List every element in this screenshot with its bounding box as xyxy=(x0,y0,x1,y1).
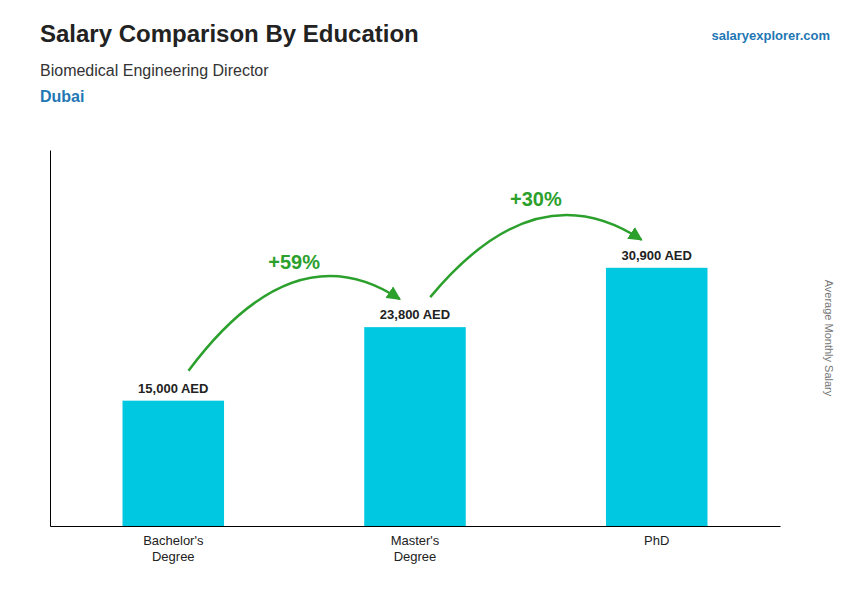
x-axis: Bachelor'sDegreeMaster'sDegreePhD xyxy=(51,526,781,564)
chart-container: Salary Comparison By Education Biomedical… xyxy=(0,0,850,606)
value-label: 15,000 AED xyxy=(138,381,208,396)
chart-svg: Salary Comparison By Education Biomedical… xyxy=(0,0,850,606)
subtitle: Biomedical Engineering Director xyxy=(40,62,269,79)
x-axis-line xyxy=(51,526,781,527)
x-tick-label: Master'sDegree xyxy=(391,533,440,564)
y-axis-line xyxy=(50,151,51,527)
x-tick-label: Bachelor'sDegree xyxy=(143,533,204,564)
x-tick-label-line: Degree xyxy=(394,549,437,564)
change-arrows: +59% +30% xyxy=(189,188,642,370)
title: Salary Comparison By Education xyxy=(40,20,419,47)
change-label: +30% xyxy=(510,188,562,210)
x-tick: PhD xyxy=(644,526,669,548)
x-tick-label-line: Master's xyxy=(391,533,440,548)
value-labels: 15,000 AED 23,800 AED 30,900 AED xyxy=(138,248,692,396)
change-arrow xyxy=(430,215,641,297)
x-tick-label: PhD xyxy=(644,533,669,548)
x-tick-label-line: Degree xyxy=(152,549,195,564)
bar xyxy=(123,401,225,526)
y-axis xyxy=(50,151,51,527)
value-label: 23,800 AED xyxy=(380,307,450,322)
city-label: Dubai xyxy=(40,88,84,105)
x-tick-label-line: PhD xyxy=(644,533,669,548)
bar xyxy=(606,268,708,526)
value-label: 30,900 AED xyxy=(622,248,692,263)
bar xyxy=(364,327,466,526)
x-tick: Master'sDegree xyxy=(391,526,440,564)
watermark: salaryexplorer.com xyxy=(711,28,830,43)
bars xyxy=(123,268,708,526)
x-tick: Bachelor'sDegree xyxy=(143,526,204,564)
change-arrow xyxy=(189,276,400,371)
y-axis-title: Average Monthly Salary xyxy=(823,280,835,397)
x-tick-label-line: Bachelor's xyxy=(143,533,204,548)
plot: Bachelor'sDegreeMaster'sDegreePhD15,000 … xyxy=(51,151,781,564)
change-label: +59% xyxy=(268,251,320,273)
